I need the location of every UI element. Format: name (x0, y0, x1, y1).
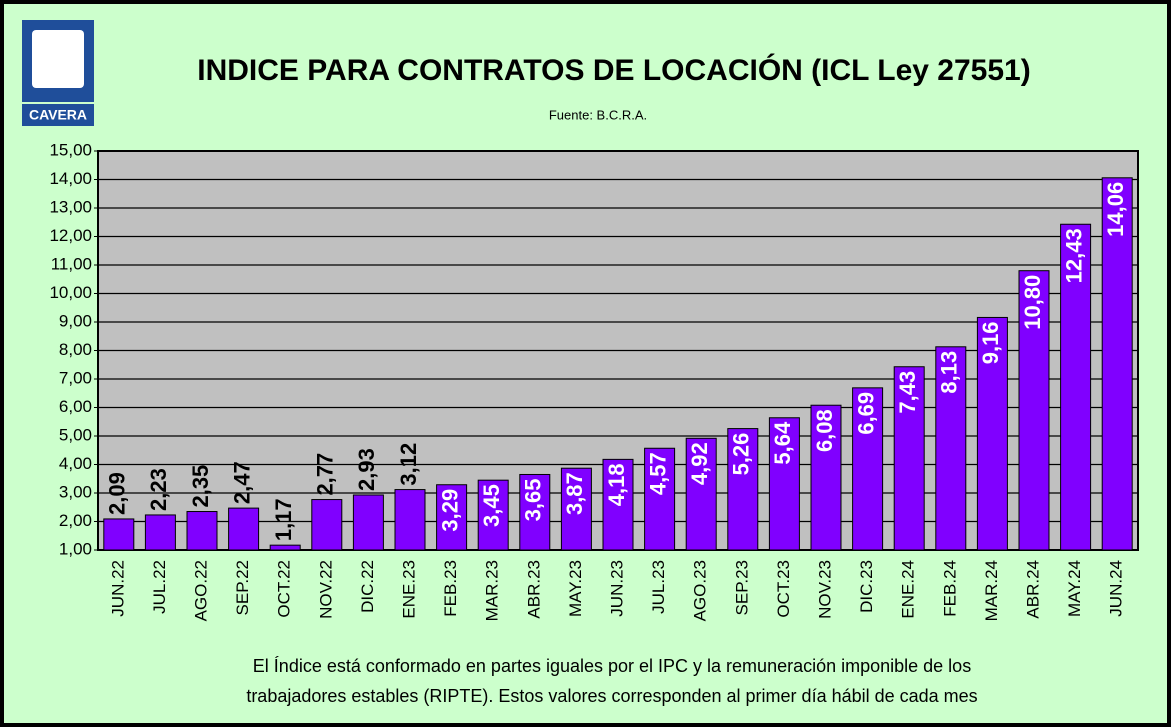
bar (477, 479, 509, 551)
bar (394, 489, 426, 551)
data-label: 3,12 (396, 443, 421, 486)
bar (810, 404, 842, 551)
data-label: 14,06 (1103, 182, 1128, 237)
x-tick-label: MAY.24 (1065, 560, 1084, 617)
logo-text: CAVERA (29, 107, 87, 123)
bar (1060, 223, 1092, 551)
x-tick-label: FEB.24 (940, 560, 959, 617)
chart-subtitle: Fuente: B.C.R.A. (549, 107, 647, 122)
x-tick-label: NOV.22 (316, 560, 335, 619)
x-tick-label: AGO.23 (691, 560, 710, 621)
y-tick-label: 10,00 (49, 283, 92, 302)
data-label: 5,26 (729, 433, 754, 476)
x-tick-label: JUL.23 (649, 560, 668, 614)
bar (436, 484, 468, 551)
logo-band (22, 104, 94, 126)
x-tick-label: OCT.22 (275, 560, 294, 618)
x-tick-label: SEP.22 (233, 560, 252, 615)
data-label: 2,09 (105, 472, 130, 515)
y-tick-label: 9,00 (59, 311, 92, 330)
bar (144, 514, 176, 551)
x-tick-label: NOV.23 (815, 560, 834, 619)
y-tick-label: 13,00 (49, 197, 92, 216)
data-label: 10,80 (1020, 275, 1045, 330)
bar (186, 511, 218, 551)
x-tick-label: JUN.23 (607, 560, 626, 617)
data-label: 3,87 (562, 472, 587, 515)
data-label: 3,29 (437, 489, 462, 532)
bar (852, 387, 884, 551)
y-tick-label: 1,00 (59, 539, 92, 558)
data-label: 12,43 (1061, 228, 1086, 283)
data-label: 8,13 (937, 351, 962, 394)
bar (935, 346, 967, 551)
bar (560, 467, 592, 551)
data-label: 2,93 (354, 448, 379, 491)
bar (1018, 270, 1050, 551)
data-label: 2,77 (313, 453, 338, 496)
bar (893, 366, 925, 551)
data-label: 2,47 (229, 461, 254, 504)
data-label: 1,17 (271, 498, 296, 541)
data-label: 7,43 (895, 371, 920, 414)
y-tick-label: 2,00 (59, 511, 92, 530)
bar (1101, 177, 1133, 551)
y-tick-label: 3,00 (59, 482, 92, 501)
x-tick-label: ENE.24 (899, 560, 918, 619)
y-tick-label: 12,00 (49, 226, 92, 245)
x-tick-label: OCT.23 (774, 560, 793, 618)
data-label: 2,35 (188, 465, 213, 508)
x-tick-label: ABR.23 (524, 560, 543, 619)
y-tick-label: 8,00 (59, 340, 92, 359)
bar (768, 417, 800, 551)
data-label: 4,92 (687, 442, 712, 485)
y-tick-label: 14,00 (49, 169, 92, 188)
bar (352, 494, 384, 551)
x-tick-label: ABR.24 (1023, 560, 1042, 619)
data-label: 4,18 (604, 463, 629, 506)
x-tick-label: JUN.22 (108, 560, 127, 617)
x-tick-label: JUL.22 (150, 560, 169, 614)
bar (976, 316, 1008, 551)
x-tick-label: FEB.23 (441, 560, 460, 617)
y-tick-label: 4,00 (59, 454, 92, 473)
x-tick-label: SEP.23 (732, 560, 751, 615)
data-label: 3,65 (521, 478, 546, 521)
bar (103, 518, 135, 551)
bar (519, 473, 551, 551)
footnote: El Índice está conformado en partes igua… (253, 656, 971, 676)
y-tick-label: 15,00 (49, 140, 92, 159)
chart-title: INDICE PARA CONTRATOS DE LOCACIÓN (ICL L… (197, 53, 1030, 87)
x-tick-label: JUN.24 (1107, 560, 1126, 617)
data-label: 9,16 (978, 321, 1003, 364)
bar (602, 458, 634, 551)
data-label: 6,69 (853, 392, 878, 435)
logo-inner (32, 30, 84, 88)
x-tick-label: ENE.23 (399, 560, 418, 619)
bar (228, 507, 260, 551)
data-label: 4,57 (645, 452, 670, 495)
data-label: 5,64 (770, 421, 795, 465)
bar (685, 437, 717, 551)
y-tick-label: 6,00 (59, 397, 92, 416)
bar (269, 544, 301, 551)
y-tick-label: 7,00 (59, 368, 92, 387)
bar (727, 428, 759, 551)
bar (644, 447, 676, 551)
y-tick-label: 5,00 (59, 425, 92, 444)
x-tick-label: MAR.24 (982, 560, 1001, 621)
data-label: 2,23 (146, 468, 171, 511)
data-label: 6,08 (812, 409, 837, 452)
x-tick-label: DIC.23 (857, 560, 876, 613)
x-tick-label: MAR.23 (483, 560, 502, 621)
x-tick-label: DIC.22 (358, 560, 377, 613)
x-tick-label: MAY.23 (566, 560, 585, 617)
y-tick-label: 11,00 (51, 254, 92, 273)
footnote: trabajadores estables (RIPTE). Estos val… (246, 686, 977, 706)
data-label: 3,45 (479, 484, 504, 527)
bar (311, 499, 343, 551)
x-tick-label: AGO.22 (191, 560, 210, 621)
